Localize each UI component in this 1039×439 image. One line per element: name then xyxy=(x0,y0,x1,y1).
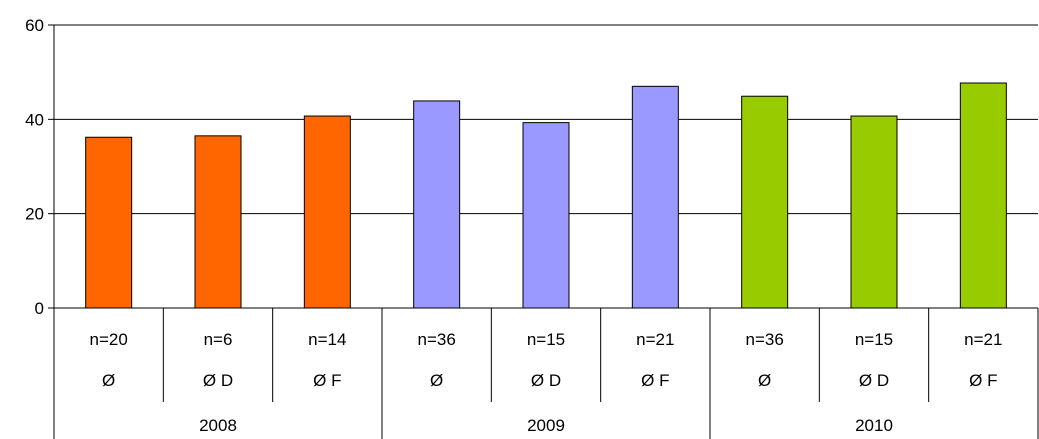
category-label: Ø xyxy=(430,371,443,390)
sample-size-label: n=15 xyxy=(855,330,893,349)
sample-size-label: n=21 xyxy=(964,330,1002,349)
bar xyxy=(632,86,678,308)
category-label: Ø D xyxy=(859,371,889,390)
bar xyxy=(960,83,1006,308)
sample-size-label: n=14 xyxy=(308,330,346,349)
y-tick-label: 60 xyxy=(25,16,44,35)
category-label: Ø F xyxy=(641,371,669,390)
bar xyxy=(195,136,241,308)
year-group-label: 2010 xyxy=(855,416,893,435)
category-label: Ø xyxy=(102,371,115,390)
y-tick-label: 20 xyxy=(25,205,44,224)
bar xyxy=(523,123,569,308)
bar xyxy=(86,137,132,308)
sample-size-label: n=36 xyxy=(418,330,456,349)
bar xyxy=(742,96,788,308)
category-label: Ø F xyxy=(313,371,341,390)
bar xyxy=(304,116,350,308)
category-label: Ø xyxy=(758,371,771,390)
bar xyxy=(851,116,897,308)
category-label: Ø D xyxy=(531,371,561,390)
year-group-label: 2009 xyxy=(527,416,565,435)
category-label: Ø D xyxy=(203,371,233,390)
sample-size-label: n=15 xyxy=(527,330,565,349)
x-category-labels: n=20 Øn=6 Ø D n=14 Ø F n=36 Øn=15 Ø D n=21 Ø F n=3… xyxy=(90,330,1003,435)
bars xyxy=(86,83,1007,308)
year-group-label: 2008 xyxy=(199,416,237,435)
bar xyxy=(414,101,460,308)
y-tick-label: 0 xyxy=(35,299,44,318)
category-label: Ø F xyxy=(969,371,997,390)
sample-size-label: n=21 xyxy=(636,330,674,349)
y-tick-label: 40 xyxy=(25,110,44,129)
sample-size-label: n=36 xyxy=(746,330,784,349)
y-tick-labels: 0 20 40 60 xyxy=(25,16,44,318)
sample-size-label: n=6 xyxy=(204,330,233,349)
sample-size-label: n=20 xyxy=(90,330,128,349)
